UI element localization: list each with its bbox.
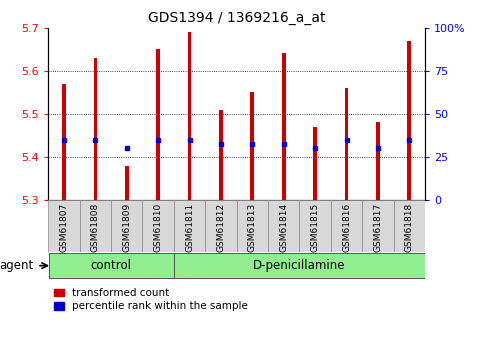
Bar — [62, 83, 66, 200]
Text: GSM61811: GSM61811 — [185, 203, 194, 252]
FancyBboxPatch shape — [174, 200, 205, 252]
Bar — [313, 127, 317, 200]
FancyBboxPatch shape — [142, 200, 174, 252]
Text: GSM61813: GSM61813 — [248, 203, 257, 252]
Text: GSM61814: GSM61814 — [279, 203, 288, 252]
Text: D-penicillamine: D-penicillamine — [253, 259, 346, 272]
FancyBboxPatch shape — [237, 200, 268, 252]
Text: GSM61809: GSM61809 — [122, 203, 131, 252]
Text: GSM61810: GSM61810 — [154, 203, 163, 252]
FancyBboxPatch shape — [299, 200, 331, 252]
Title: GDS1394 / 1369216_a_at: GDS1394 / 1369216_a_at — [148, 11, 326, 25]
Text: GSM61807: GSM61807 — [59, 203, 69, 252]
Bar — [219, 109, 223, 200]
Text: GSM61818: GSM61818 — [405, 203, 414, 252]
Bar — [156, 49, 160, 200]
FancyBboxPatch shape — [268, 200, 299, 252]
Legend: transformed count, percentile rank within the sample: transformed count, percentile rank withi… — [54, 288, 248, 311]
Text: GSM61808: GSM61808 — [91, 203, 100, 252]
Bar — [125, 166, 128, 200]
FancyBboxPatch shape — [80, 200, 111, 252]
Bar — [188, 32, 191, 200]
FancyBboxPatch shape — [48, 200, 80, 252]
Text: GSM61817: GSM61817 — [373, 203, 383, 252]
Bar — [408, 40, 411, 200]
FancyBboxPatch shape — [111, 200, 142, 252]
Text: agent: agent — [0, 259, 33, 272]
FancyBboxPatch shape — [205, 200, 237, 252]
Bar — [282, 53, 285, 200]
Bar — [251, 92, 254, 200]
Bar — [94, 58, 97, 200]
Text: control: control — [91, 259, 131, 272]
FancyBboxPatch shape — [394, 200, 425, 252]
FancyBboxPatch shape — [362, 200, 394, 252]
Text: GSM61816: GSM61816 — [342, 203, 351, 252]
FancyBboxPatch shape — [331, 200, 362, 252]
Text: GSM61812: GSM61812 — [216, 203, 226, 252]
FancyBboxPatch shape — [174, 253, 425, 278]
Text: GSM61815: GSM61815 — [311, 203, 320, 252]
Bar — [376, 122, 380, 200]
FancyBboxPatch shape — [49, 253, 173, 278]
Bar — [345, 88, 348, 200]
